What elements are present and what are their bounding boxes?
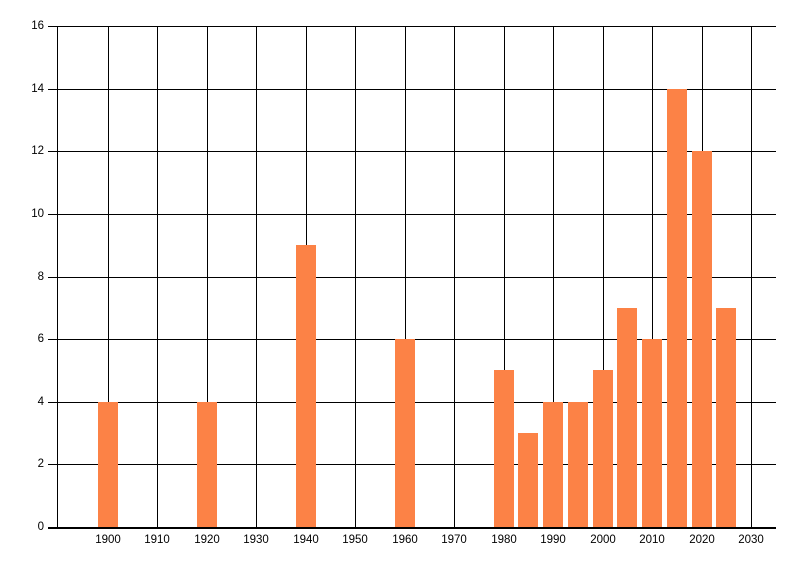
y-axis-label: 12 [31,145,44,157]
y-axis-label: 16 [31,20,44,32]
gridline-horizontal [48,214,776,215]
x-axis-label: 2030 [738,534,764,546]
x-axis-label: 1960 [392,534,418,546]
x-axis-label: 1910 [144,534,170,546]
y-axis-label: 4 [37,396,44,408]
gridline-vertical [207,26,208,527]
plot-area [48,26,776,529]
gridline-vertical [256,26,257,527]
x-axis-label: 2020 [689,534,715,546]
bar-1960 [395,339,415,527]
x-axis-label: 1950 [342,534,368,546]
bar-2010 [642,339,662,527]
gridline-vertical [603,26,604,527]
gridline-vertical [454,26,455,527]
gridline-vertical [553,26,554,527]
gridline-vertical [652,26,653,527]
y-axis-label: 10 [31,208,44,220]
bar-2000 [593,370,613,527]
gridline-vertical [157,26,158,527]
x-axis-label: 1970 [441,534,467,546]
y-axis-label: 8 [37,271,44,283]
bar-1900 [98,402,118,527]
gridline-vertical [108,26,109,527]
y-axis-tick [48,527,58,529]
gridline-vertical [504,26,505,527]
bar-1995 [568,402,588,527]
y-axis-label: 14 [31,83,44,95]
y-axis-label: 2 [37,458,44,470]
gridline-horizontal [48,26,776,27]
bar-2025 [716,308,736,527]
bar-1990 [543,402,563,527]
y-axis-label: 0 [37,521,44,533]
gridline-horizontal [48,89,776,90]
bar-1980 [494,370,514,527]
gridline-vertical [751,26,752,527]
gridline-vertical [405,26,406,527]
bar-1920 [197,402,217,527]
gridline-horizontal [48,151,776,152]
bar-2015 [667,89,687,527]
x-axis-label: 1980 [491,534,517,546]
x-axis-label: 1920 [194,534,220,546]
x-axis-label: 1990 [540,534,566,546]
bar-2020 [692,151,712,527]
bar-1940 [296,245,316,527]
x-axis-label: 2010 [639,534,665,546]
gridline-horizontal [48,277,776,278]
x-axis-label: 1940 [293,534,319,546]
x-axis-label: 1900 [95,534,121,546]
gridline-vertical [355,26,356,527]
bar-1985 [518,433,538,527]
x-axis-label: 2000 [590,534,616,546]
bar-2005 [617,308,637,527]
y-axis-label: 6 [37,333,44,345]
x-axis-label: 1930 [243,534,269,546]
